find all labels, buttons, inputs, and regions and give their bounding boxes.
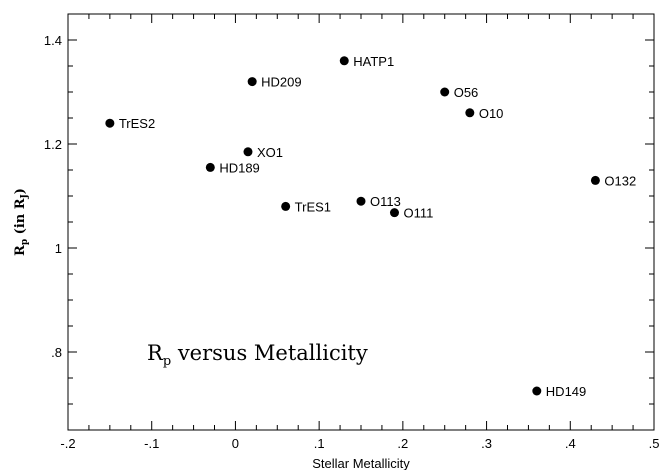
axis-ticks bbox=[67, 13, 655, 431]
point-marker bbox=[247, 77, 257, 87]
x-tick-label: .5 bbox=[649, 436, 659, 451]
point-label: O111 bbox=[403, 206, 433, 221]
x-tick-label: .4 bbox=[565, 436, 576, 451]
point-marker bbox=[532, 386, 542, 396]
x-tick-label: -.2 bbox=[60, 436, 75, 451]
data-point: HD189 bbox=[205, 160, 260, 175]
data-point: XO1 bbox=[243, 145, 283, 160]
y-axis-title-sub2: J bbox=[20, 194, 30, 199]
data-point: O132 bbox=[590, 173, 636, 188]
point-marker bbox=[356, 196, 366, 206]
x-axis-title: Stellar Metallicity bbox=[312, 456, 410, 470]
point-marker bbox=[389, 208, 399, 218]
point-marker bbox=[243, 147, 253, 157]
y-tick-label: 1.2 bbox=[44, 137, 62, 152]
point-label: HD149 bbox=[546, 384, 586, 399]
annotation-main: R bbox=[147, 341, 164, 365]
data-point: TrES2 bbox=[105, 116, 155, 131]
point-label: TrES2 bbox=[119, 116, 155, 131]
x-tick-label: .1 bbox=[314, 436, 325, 451]
data-point: O10 bbox=[465, 106, 503, 121]
y-tick-label: 1 bbox=[55, 241, 62, 256]
point-marker bbox=[465, 108, 475, 118]
point-label: XO1 bbox=[257, 145, 283, 160]
data-point: HD209 bbox=[247, 75, 302, 90]
x-tick-label: .3 bbox=[481, 436, 492, 451]
point-marker bbox=[339, 56, 349, 66]
x-tick-label: .2 bbox=[397, 436, 408, 451]
data-point: O111 bbox=[389, 206, 433, 221]
y-axis-title-sub: p bbox=[20, 239, 30, 245]
point-label: HD209 bbox=[261, 75, 301, 90]
x-tick-label: -.1 bbox=[144, 436, 159, 451]
point-label: HATP1 bbox=[353, 54, 394, 69]
y-axis-title-rest: (in R bbox=[13, 198, 28, 239]
y-axis-title-close: ) bbox=[13, 188, 28, 194]
data-point: O56 bbox=[440, 85, 478, 100]
point-label: TrES1 bbox=[295, 199, 331, 214]
data-point: O113 bbox=[356, 194, 401, 209]
x-tick-label: 0 bbox=[232, 436, 239, 451]
data-point: TrES1 bbox=[281, 199, 331, 214]
y-axis-title: Rp (in RJ) bbox=[13, 188, 30, 256]
axis-tick-labels: -.2 -.1 0 .1 .2 .3 .4 .5 .8 1 1.2 1.4 bbox=[44, 33, 659, 451]
point-label: O132 bbox=[604, 173, 636, 188]
data-point: HD149 bbox=[532, 384, 586, 399]
y-tick-label: 1.4 bbox=[44, 33, 62, 48]
point-label: O10 bbox=[479, 106, 504, 121]
point-label: O56 bbox=[454, 85, 479, 100]
point-marker bbox=[590, 175, 600, 185]
point-marker bbox=[440, 87, 450, 97]
annotation-sub: p bbox=[163, 354, 171, 369]
point-marker bbox=[105, 118, 115, 128]
point-label: HD189 bbox=[219, 160, 259, 175]
y-axis-title-main: R bbox=[13, 245, 28, 256]
point-label: O113 bbox=[370, 194, 401, 209]
y-tick-label: .8 bbox=[51, 345, 62, 360]
chart-annotation: Rp versus Metallicity bbox=[147, 341, 368, 369]
annotation-rest: versus Metallicity bbox=[171, 341, 368, 365]
data-point: HATP1 bbox=[339, 54, 394, 69]
point-marker bbox=[205, 162, 215, 172]
point-marker bbox=[281, 201, 291, 211]
plot-frame bbox=[67, 13, 655, 431]
